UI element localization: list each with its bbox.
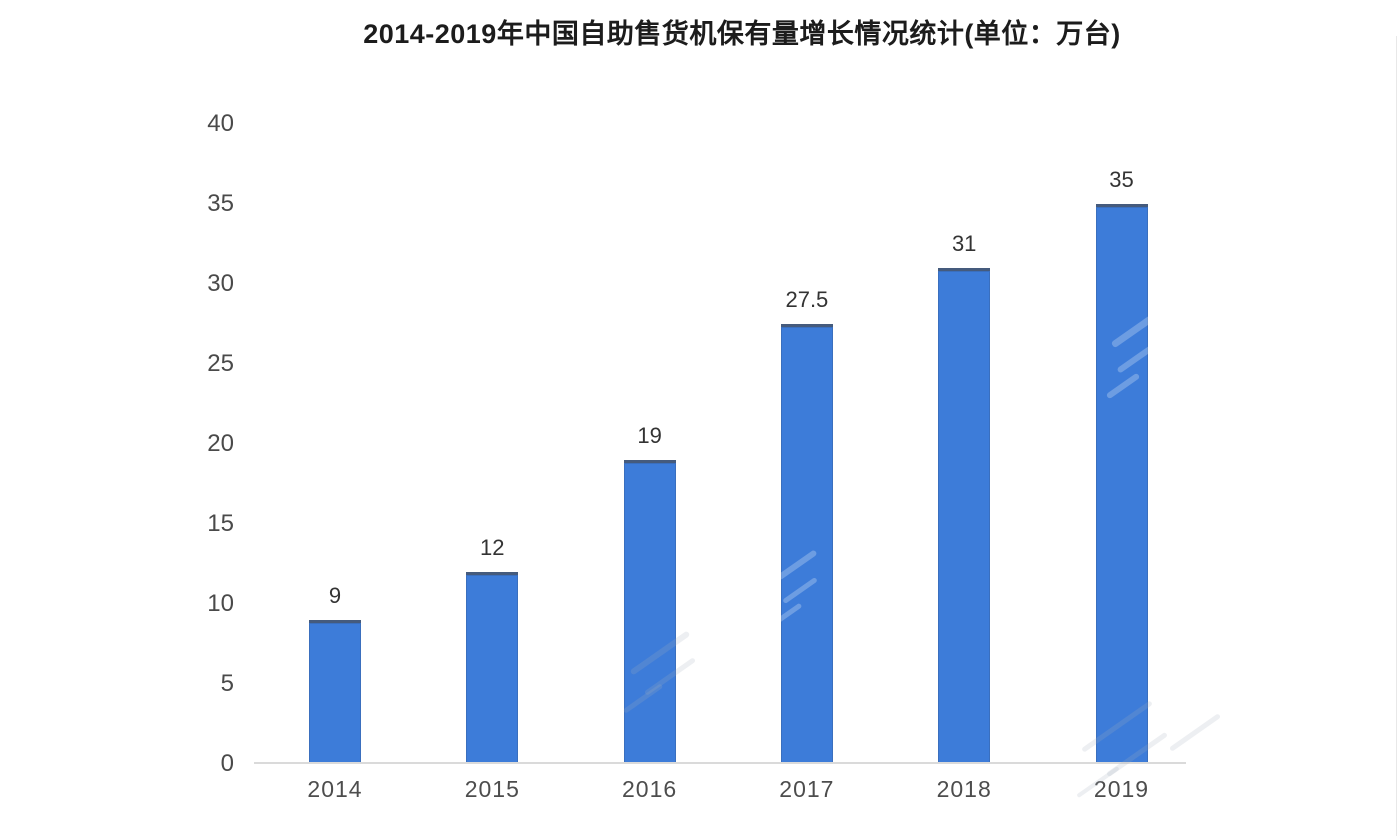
bar-2016 — [623, 460, 676, 763]
bar-value-2017: 27.5 — [785, 287, 829, 312]
y-tick-35: 35 — [207, 190, 234, 217]
y-tick-20: 20 — [207, 430, 234, 457]
y-tick-25: 25 — [207, 350, 234, 377]
y-tick-15: 15 — [207, 510, 234, 537]
bar-value-2016: 19 — [637, 423, 662, 448]
bar-2019 — [1095, 204, 1148, 763]
bar-value-2015: 12 — [480, 535, 505, 560]
x-axis-line — [254, 762, 1186, 764]
x-tick-2018: 2018 — [936, 776, 992, 802]
x-tick-2016: 2016 — [622, 776, 678, 802]
x-tick-2015: 2015 — [464, 776, 520, 802]
y-tick-10: 10 — [207, 590, 234, 617]
x-tick-2014: 2014 — [307, 776, 363, 802]
bar-value-2019: 35 — [1109, 167, 1134, 192]
bar-value-2014: 9 — [328, 583, 342, 608]
bar-2014 — [309, 620, 361, 763]
page-edge-line — [1396, 36, 1397, 836]
y-tick-0: 0 — [220, 750, 234, 777]
y-tick-30: 30 — [207, 270, 234, 297]
chart-title: 2014-2019年中国自助售货机保有量增长情况统计(单位：万台) — [363, 19, 1121, 49]
y-tick-5: 5 — [220, 670, 234, 697]
x-tick-2019: 2019 — [1093, 776, 1150, 802]
y-tick-40: 40 — [207, 110, 234, 137]
x-tick-2017: 2017 — [779, 776, 835, 802]
bar-2015 — [466, 572, 519, 763]
bar-2017 — [780, 324, 833, 763]
bar-2018 — [938, 268, 991, 763]
bar-value-2018: 31 — [951, 231, 977, 256]
